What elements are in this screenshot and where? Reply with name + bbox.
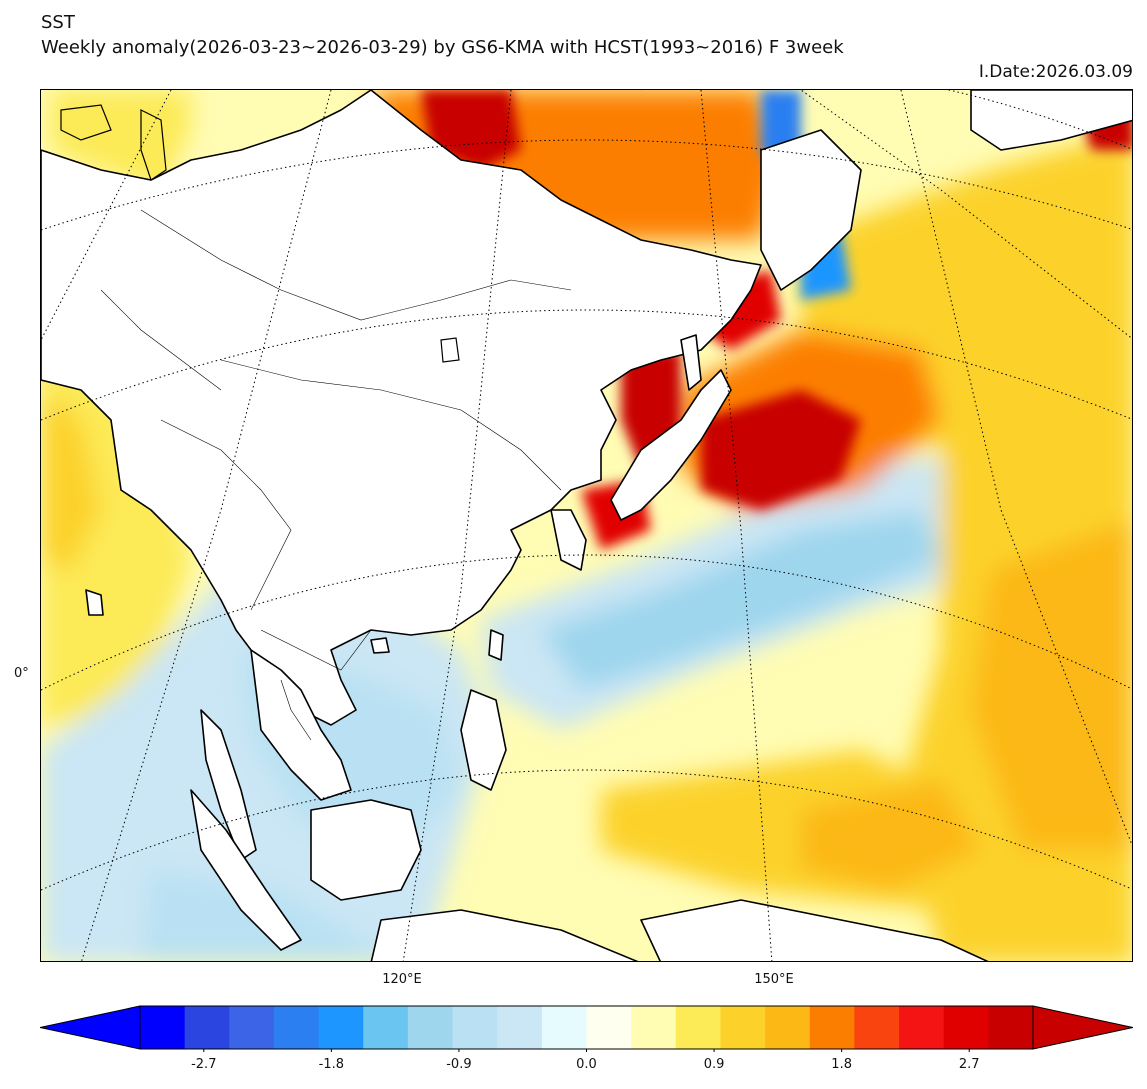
colorbar-tick-label: -0.9 xyxy=(446,1057,472,1072)
colorbar-tick-label: 0.0 xyxy=(576,1057,597,1072)
warm-equatorial-core xyxy=(801,780,981,890)
landmass-malay-peninsula xyxy=(200,709,257,861)
border-central-asia xyxy=(160,419,292,611)
colorbar-segment xyxy=(407,1006,454,1049)
warm-core-kuroshio xyxy=(701,390,861,510)
parallel-0 xyxy=(41,769,1132,891)
map-subtitle: Weekly anomaly(2026-03-23~2026-03-29) by… xyxy=(41,37,844,58)
black-sea xyxy=(60,104,112,141)
colorbar-segment xyxy=(184,1006,230,1049)
issue-date: I.Date:2026.03.09 xyxy=(978,62,1133,82)
parallel-20n xyxy=(41,554,1132,691)
colorbar-segment xyxy=(675,1006,721,1049)
colorbar-segment xyxy=(273,1006,320,1049)
colorbar xyxy=(40,1005,1133,1052)
map-canvas xyxy=(41,90,1132,961)
border-russia-south xyxy=(140,209,572,321)
border-southeast-asia xyxy=(260,629,372,671)
graticule xyxy=(41,90,1132,961)
landmass-hainan xyxy=(370,637,390,654)
colorbar-segment xyxy=(140,1006,186,1049)
border-laos-vietnam xyxy=(280,679,312,741)
landmass-taiwan xyxy=(488,629,504,661)
meridian-180 xyxy=(900,90,1132,847)
meridian-60e xyxy=(41,90,172,341)
landmass-borneo xyxy=(310,799,422,901)
landmass-eurasia xyxy=(41,90,762,726)
border-west-asia xyxy=(100,289,222,391)
lon-label-120e: 120°E xyxy=(382,972,422,987)
landmass-sri-lanka xyxy=(85,589,104,616)
landmass-australia xyxy=(370,909,639,961)
parallel-60n xyxy=(41,139,1132,231)
landmass-kamchatka xyxy=(760,129,862,291)
colorbar-segment xyxy=(363,1006,409,1049)
colorbar-tick-label: -1.8 xyxy=(318,1057,345,1072)
colorbar-segment xyxy=(541,1006,587,1049)
meridian-150w xyxy=(800,90,1132,340)
warm-east-pacific-core xyxy=(971,520,1132,850)
map-variable-title: SST xyxy=(41,12,75,33)
landmass-sumatra xyxy=(190,789,302,951)
colorbar-under-triangle xyxy=(40,1005,141,1050)
colorbar-segment xyxy=(497,1006,543,1049)
lon-label-150e: 150°E xyxy=(754,972,794,987)
lake-baikal xyxy=(440,337,460,363)
colorbar-segment xyxy=(720,1006,766,1049)
border-mongolia-china xyxy=(220,359,562,491)
meridian-90e xyxy=(81,90,332,961)
cool-subtropical-core xyxy=(541,510,941,690)
colorbar-segment xyxy=(229,1006,275,1049)
colorbar-over-triangle xyxy=(1032,1005,1133,1050)
landmass-sakhalin xyxy=(680,334,702,391)
caspian-sea xyxy=(140,109,167,181)
colorbar-tick-label: 0.9 xyxy=(703,1057,725,1072)
landmass-alaska xyxy=(970,90,1132,151)
landmass-japan xyxy=(610,369,732,521)
colorbar-segment xyxy=(988,1006,1034,1049)
inland-waters xyxy=(60,104,460,363)
colorbar-tick-label: 2.7 xyxy=(958,1057,980,1072)
colorbar-segment xyxy=(765,1006,811,1049)
colorbar-segment xyxy=(943,1006,989,1049)
colorbar-tick-label: -2.7 xyxy=(191,1057,217,1072)
colorbar-segment xyxy=(899,1006,945,1049)
colorbar-segment xyxy=(452,1006,498,1049)
landmass-new-guinea xyxy=(640,899,989,961)
meridian-120e xyxy=(402,90,512,961)
lat-label-equator: 0° xyxy=(14,666,29,681)
warm-core-west xyxy=(41,390,101,570)
landmass-philippines xyxy=(460,689,507,791)
meridian-150e xyxy=(700,90,773,961)
colorbar-segment xyxy=(809,1006,855,1049)
country-borders xyxy=(100,209,572,741)
colorbar-segment xyxy=(631,1006,677,1049)
colorbar-segment xyxy=(854,1006,900,1049)
colorbar-segment xyxy=(318,1006,364,1049)
sst-anomaly-map xyxy=(40,89,1133,962)
colorbar-tick-label: 1.8 xyxy=(831,1057,852,1072)
colorbar-segment xyxy=(586,1006,632,1049)
